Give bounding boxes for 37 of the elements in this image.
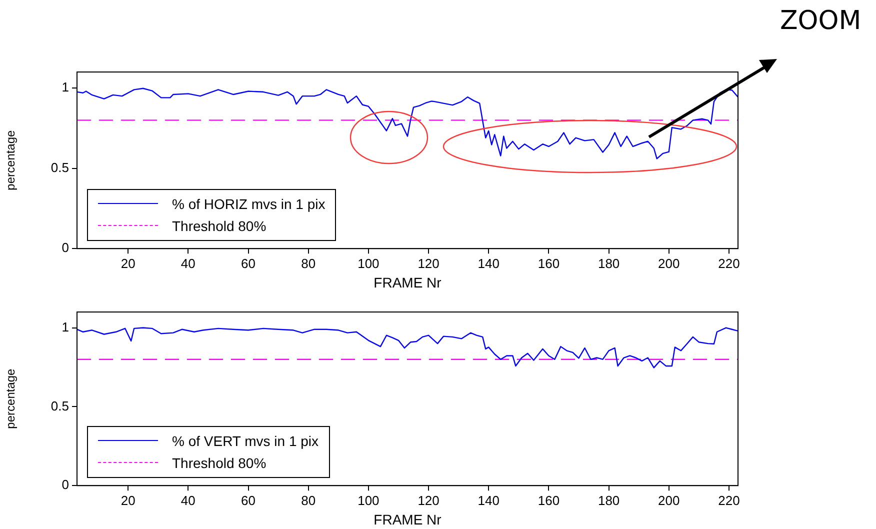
x-tick-label: 20 xyxy=(120,256,136,271)
x-tick-label: 40 xyxy=(180,256,196,271)
x-tick-label: 140 xyxy=(478,256,500,271)
x-axis-title: FRAME Nr xyxy=(374,511,442,528)
y-tick-label: 1 xyxy=(62,319,69,334)
x-tick-label: 220 xyxy=(718,256,740,271)
x-tick-label: 100 xyxy=(358,492,380,508)
x-tick-label: 120 xyxy=(418,256,440,271)
x-tick-label: 80 xyxy=(301,492,316,508)
x-tick-label: 180 xyxy=(598,256,620,271)
y-axis-title: percentage xyxy=(4,368,18,429)
x-tick-label: 140 xyxy=(478,492,500,508)
x-tick-label: 100 xyxy=(358,256,380,271)
legend-label: Threshold 80% xyxy=(172,218,266,234)
x-axis-title: FRAME Nr xyxy=(374,274,442,290)
y-tick-label: 0 xyxy=(62,240,69,256)
x-tick-label: 80 xyxy=(301,256,316,271)
legend-label: % of VERT mvs in 1 pix xyxy=(172,432,319,449)
x-tick-label: 180 xyxy=(598,492,620,508)
y-tick-label: 1 xyxy=(62,80,69,95)
y-tick-label: 0.5 xyxy=(50,160,69,175)
y-axis-title: percentage xyxy=(4,130,18,190)
text: ZOOM xyxy=(780,6,862,36)
x-tick-label: 60 xyxy=(241,256,256,271)
x-tick-label: 200 xyxy=(658,256,680,271)
y-tick-label: 0.5 xyxy=(50,398,69,414)
x-tick-label: 120 xyxy=(418,492,440,508)
x-tick-label: 60 xyxy=(241,492,256,508)
legend-label: % of HORIZ mvs in 1 pix xyxy=(172,196,326,212)
x-tick-label: 200 xyxy=(658,492,680,508)
x-tick-label: 160 xyxy=(538,492,560,508)
x-tick-label: 220 xyxy=(718,492,740,508)
x-tick-label: 40 xyxy=(180,492,196,508)
x-tick-label: 20 xyxy=(120,492,136,508)
x-tick-label: 160 xyxy=(538,256,560,271)
legend-label: Threshold 80% xyxy=(172,454,266,471)
y-tick-label: 0 xyxy=(62,477,69,492)
